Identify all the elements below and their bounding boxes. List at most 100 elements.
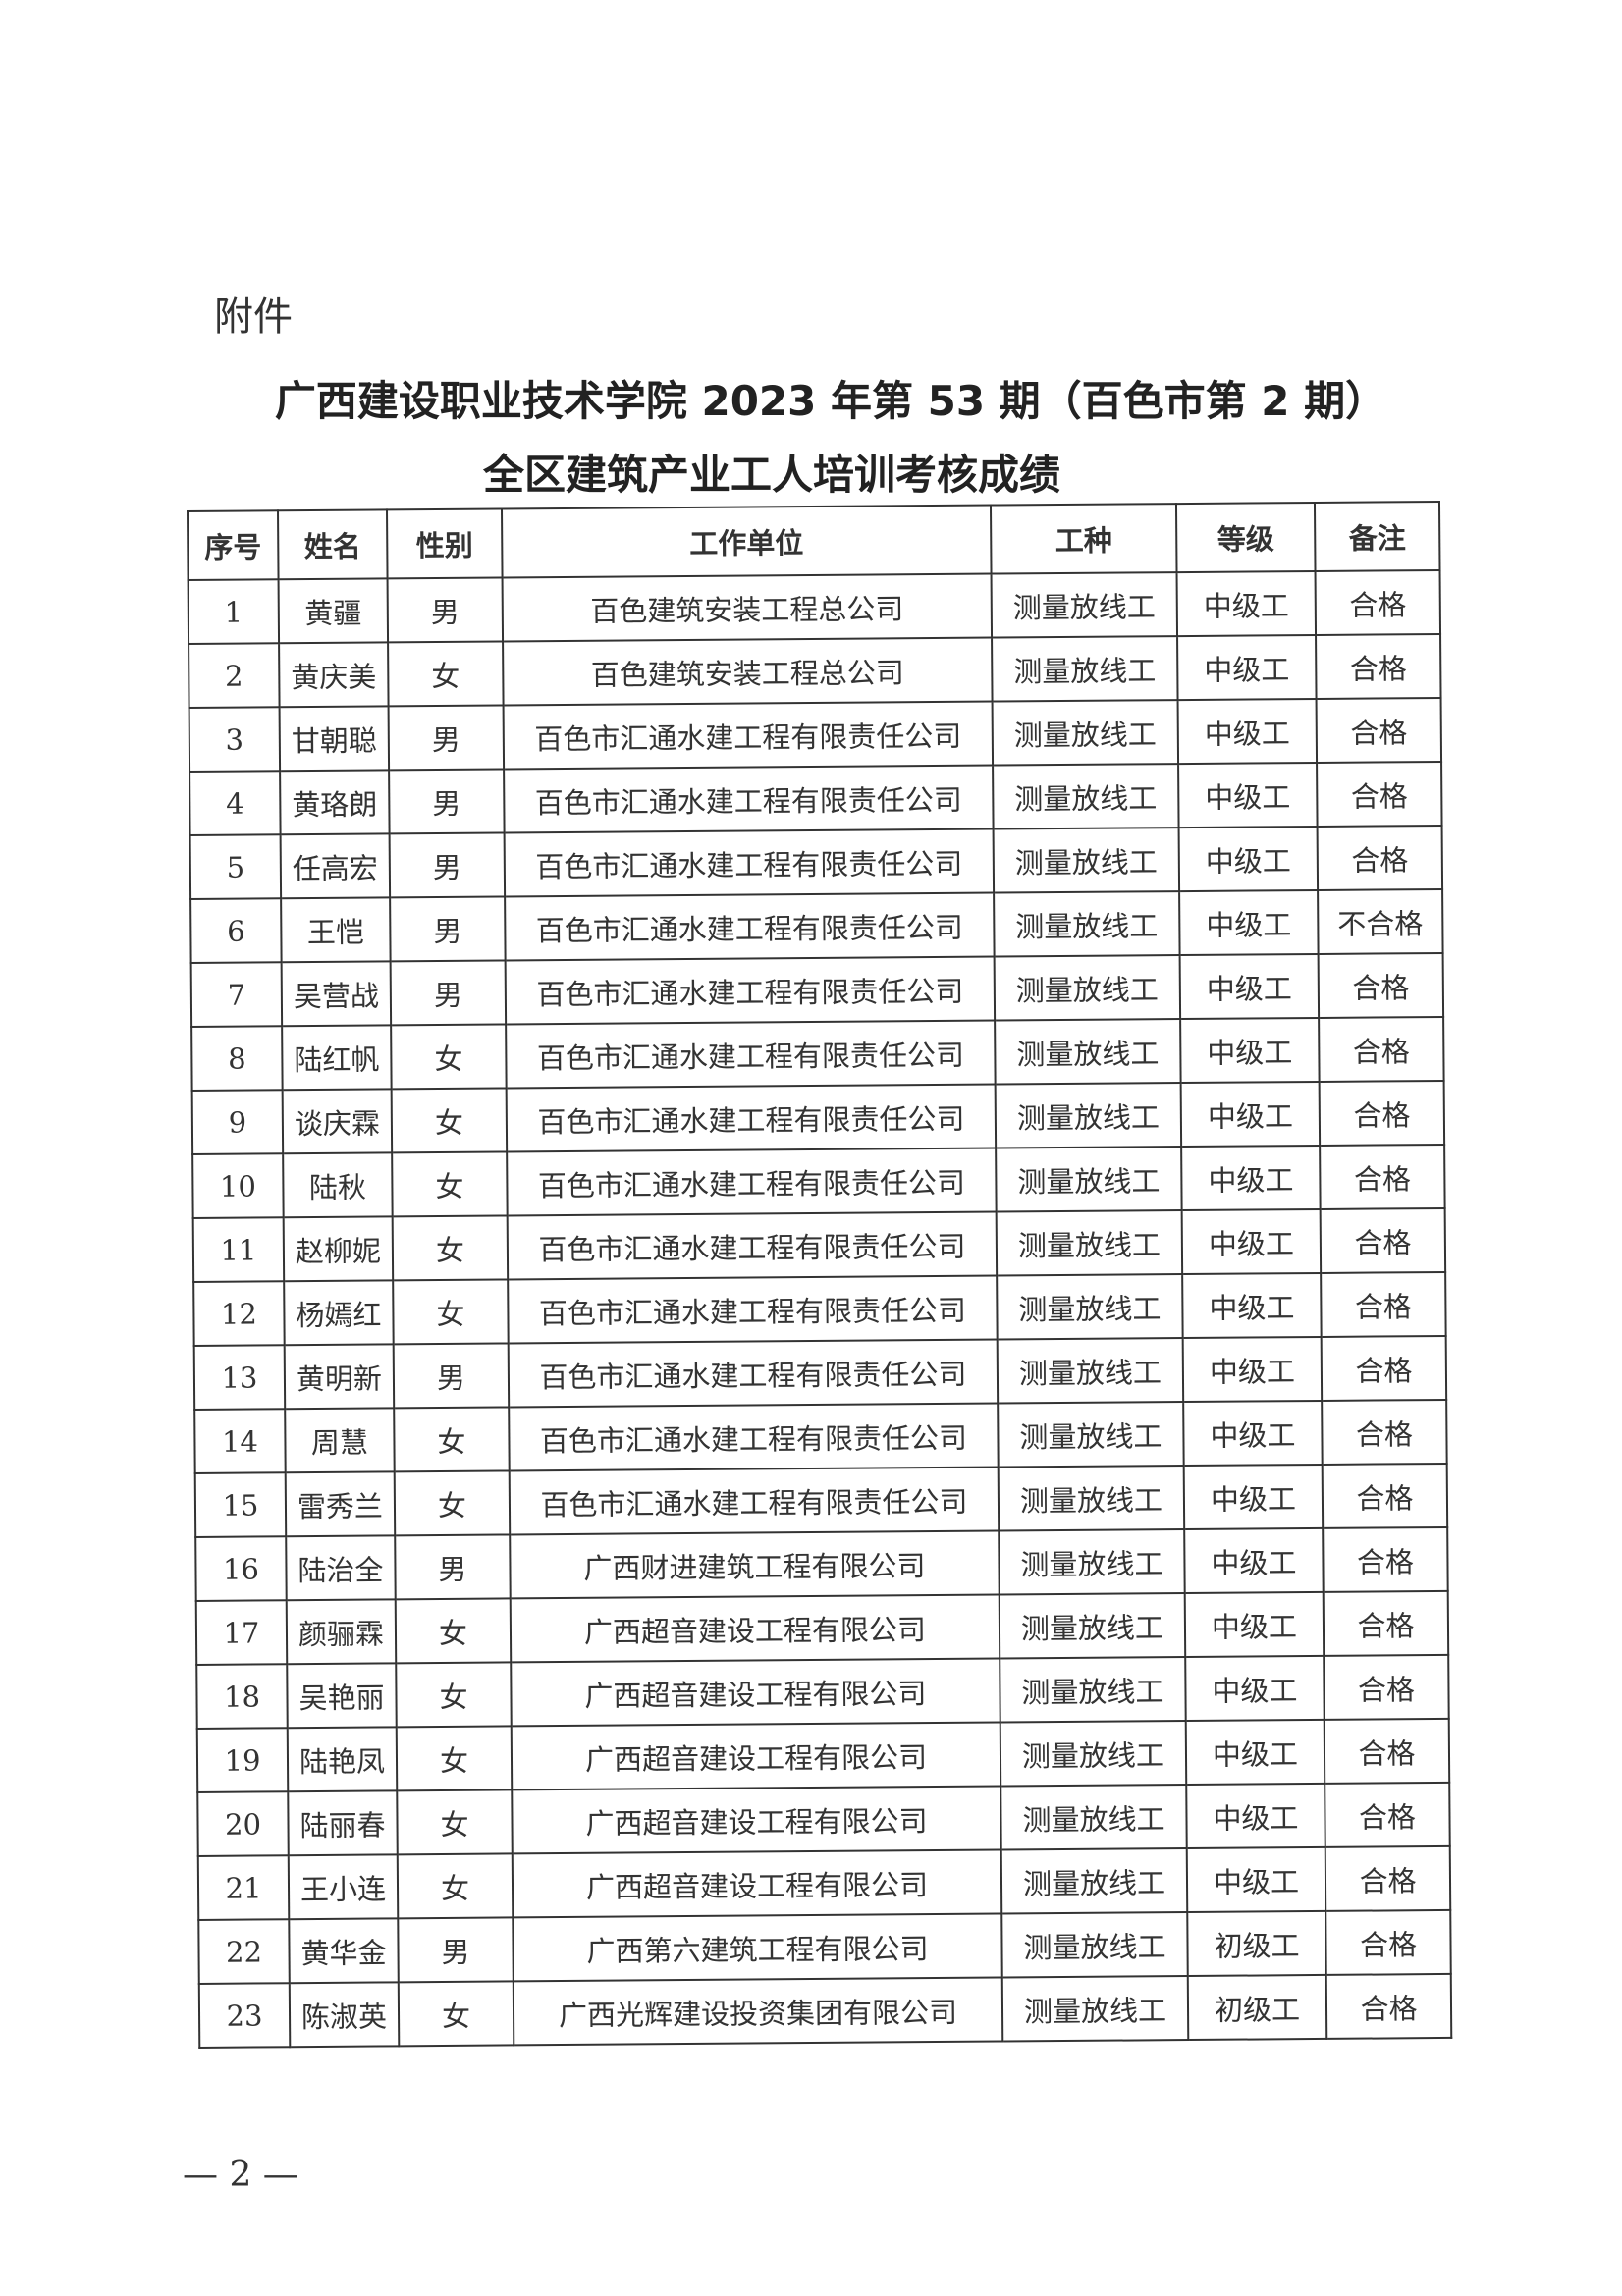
cell-result: 合格 bbox=[1323, 1590, 1449, 1656]
cell-trade: 测量放线工 bbox=[995, 1083, 1182, 1148]
cell-index: 17 bbox=[195, 1600, 288, 1665]
document-subtitle: 全区建筑产业工人培训考核成绩 bbox=[482, 451, 1060, 499]
document-title: 广西建设职业技术学院 2023 年第 53 期（百色市第 2 期） bbox=[274, 377, 1387, 425]
cell-index: 5 bbox=[189, 834, 282, 899]
cell-level: 初级工 bbox=[1187, 1910, 1326, 1977]
cell-gender: 男 bbox=[393, 1343, 510, 1409]
cell-result: 合格 bbox=[1322, 1463, 1448, 1528]
cell-employer: 百色市汇通水建工程有限责任公司 bbox=[509, 1403, 999, 1471]
cell-employer: 百色建筑安装工程总公司 bbox=[502, 573, 993, 642]
cell-level: 中级工 bbox=[1183, 1400, 1323, 1467]
header-level: 等级 bbox=[1175, 502, 1316, 573]
cell-gender: 女 bbox=[394, 1470, 511, 1536]
cell-index: 8 bbox=[191, 1026, 283, 1091]
cell-gender: 女 bbox=[395, 1598, 512, 1664]
header-employer: 工作单位 bbox=[501, 505, 992, 578]
cell-gender: 男 bbox=[395, 1534, 511, 1600]
cell-index: 10 bbox=[192, 1153, 284, 1218]
cell-name: 王恺 bbox=[281, 897, 391, 963]
cell-level: 中级工 bbox=[1177, 634, 1317, 701]
cell-gender: 男 bbox=[388, 705, 505, 771]
header-name: 姓名 bbox=[278, 509, 388, 580]
cell-result: 合格 bbox=[1315, 569, 1441, 635]
cell-result: 合格 bbox=[1324, 1654, 1449, 1720]
cell-result: 合格 bbox=[1316, 633, 1441, 699]
cell-name: 陆艳凤 bbox=[287, 1727, 398, 1792]
cell-result: 合格 bbox=[1321, 1271, 1446, 1337]
cell-gender: 男 bbox=[390, 896, 506, 962]
cell-level: 中级工 bbox=[1181, 1145, 1321, 1211]
table-row: 8 陆红帆女百色市汇通水建工程有限责任公司 测量放线工 中级工 合格 bbox=[191, 1016, 1444, 1091]
cell-trade: 测量放线工 bbox=[999, 1529, 1185, 1595]
cell-level: 中级工 bbox=[1186, 1783, 1325, 1849]
cell-index: 13 bbox=[193, 1345, 286, 1410]
cell-gender: 女 bbox=[388, 641, 504, 707]
cell-gender: 男 bbox=[389, 769, 505, 834]
header-trade: 工种 bbox=[990, 504, 1177, 574]
attachment-label: 附件 bbox=[214, 294, 293, 340]
cell-gender: 女 bbox=[396, 1662, 512, 1728]
cell-name: 吴营战 bbox=[281, 961, 392, 1027]
cell-result: 合格 bbox=[1325, 1973, 1452, 2039]
header-index: 序号 bbox=[188, 510, 279, 580]
table-row: 6 王恺男百色市汇通水建工程有限责任公司 测量放线工 中级工 不合格 bbox=[190, 888, 1443, 963]
cell-name: 黄明新 bbox=[284, 1344, 395, 1410]
cell-gender: 男 bbox=[398, 1917, 514, 1983]
cell-trade: 测量放线工 bbox=[995, 1019, 1181, 1085]
cell-level: 初级工 bbox=[1187, 1974, 1327, 2041]
cell-trade: 测量放线工 bbox=[991, 572, 1178, 638]
cell-name: 任高宏 bbox=[280, 833, 391, 899]
cell-name: 黄珞朗 bbox=[280, 770, 390, 835]
cell-employer: 广西超音建设工程有限公司 bbox=[511, 1722, 1001, 1790]
table-row: 22 黄华金男广西第六建筑工程有限公司 测量放线工 初级工 合格 bbox=[198, 1909, 1451, 1984]
cell-level: 中级工 bbox=[1179, 953, 1320, 1020]
cell-result: 合格 bbox=[1325, 1909, 1451, 1975]
table-row: 15 雷秀兰女百色市汇通水建工程有限责任公司 测量放线工 中级工 合格 bbox=[194, 1463, 1448, 1537]
cell-trade: 测量放线工 bbox=[993, 764, 1179, 829]
cell-result: 合格 bbox=[1324, 1718, 1450, 1784]
table-row: 23 陈淑英女广西光辉建设投资集团有限公司 测量放线工 初级工 合格 bbox=[198, 1973, 1452, 2048]
cell-level: 中级工 bbox=[1183, 1464, 1324, 1530]
cell-index: 1 bbox=[188, 579, 280, 644]
cell-employer: 广西第六建筑工程有限公司 bbox=[513, 1913, 1002, 1982]
table-row: 17 颜骊霖女广西超音建设工程有限公司 测量放线工 中级工 合格 bbox=[195, 1590, 1449, 1665]
cell-trade: 测量放线工 bbox=[997, 1274, 1183, 1340]
table-row: 14 周慧女百色市汇通水建工程有限责任公司 测量放线工 中级工 合格 bbox=[194, 1399, 1447, 1473]
cell-index: 2 bbox=[189, 643, 280, 708]
cell-result: 合格 bbox=[1317, 761, 1442, 827]
cell-result: 合格 bbox=[1318, 952, 1444, 1018]
page-number: — 2 — bbox=[183, 2155, 298, 2195]
cell-gender: 女 bbox=[396, 1726, 513, 1791]
cell-level: 中级工 bbox=[1186, 1846, 1326, 1913]
cell-employer: 广西光辉建设投资集团有限公司 bbox=[513, 1977, 1003, 2046]
cell-index: 18 bbox=[196, 1664, 288, 1729]
cell-index: 16 bbox=[195, 1536, 287, 1601]
cell-index: 19 bbox=[196, 1728, 289, 1792]
cell-employer: 百色市汇通水建工程有限责任公司 bbox=[509, 1467, 1000, 1535]
cell-result: 合格 bbox=[1323, 1526, 1448, 1592]
cell-trade: 测量放线工 bbox=[1001, 1976, 1189, 2042]
cell-name: 王小连 bbox=[288, 1854, 399, 1920]
cell-employer: 百色市汇通水建工程有限责任公司 bbox=[504, 765, 994, 833]
cell-name: 周慧 bbox=[285, 1408, 395, 1473]
cell-index: 6 bbox=[190, 898, 282, 963]
cell-index: 14 bbox=[194, 1409, 286, 1473]
cell-trade: 测量放线工 bbox=[1001, 1912, 1188, 1978]
cell-trade: 测量放线工 bbox=[1000, 1721, 1187, 1787]
cell-employer: 广西超音建设工程有限公司 bbox=[510, 1594, 1000, 1663]
cell-index: 12 bbox=[193, 1281, 285, 1346]
cell-result: 合格 bbox=[1319, 1080, 1445, 1146]
table-row: 9 谈庆霖女百色市汇通水建工程有限责任公司 测量放线工 中级工 合格 bbox=[191, 1080, 1445, 1154]
table-row: 13 黄明新男百色市汇通水建工程有限责任公司 测量放线工 中级工 合格 bbox=[193, 1335, 1447, 1410]
table-row: 2 黄庆美女百色建筑安装工程总公司 测量放线工 中级工 合格 bbox=[189, 633, 1441, 708]
cell-employer: 百色市汇通水建工程有限责任公司 bbox=[503, 701, 994, 770]
cell-gender: 男 bbox=[389, 832, 506, 898]
cell-trade: 测量放线工 bbox=[998, 1466, 1185, 1531]
cell-index: 3 bbox=[189, 707, 281, 772]
cell-name: 黄华金 bbox=[289, 1918, 399, 1984]
cell-level: 中级工 bbox=[1178, 762, 1318, 828]
cell-employer: 百色市汇通水建工程有限责任公司 bbox=[506, 1084, 997, 1152]
cell-gender: 男 bbox=[387, 577, 504, 643]
cell-employer: 广西超音建设工程有限公司 bbox=[511, 1658, 1000, 1727]
cell-trade: 测量放线工 bbox=[1000, 1785, 1187, 1850]
